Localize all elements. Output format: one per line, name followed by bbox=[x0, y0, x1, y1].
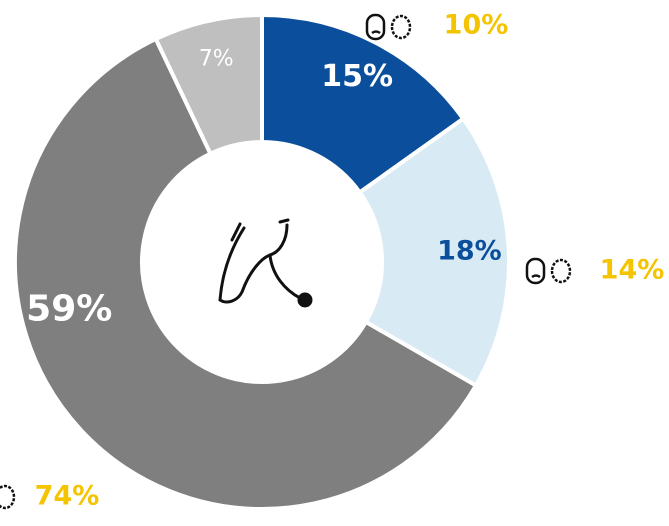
donut-slice bbox=[356, 115, 511, 389]
stethoscope-icon bbox=[218, 218, 313, 308]
value-label: 7% bbox=[199, 46, 234, 71]
annotation: 14% bbox=[600, 255, 665, 286]
annotation: 74% bbox=[35, 481, 100, 512]
donut-slice bbox=[260, 12, 466, 196]
donut-slice bbox=[13, 36, 479, 511]
people-icon bbox=[0, 13, 572, 510]
donut bbox=[13, 12, 511, 511]
value-label: 18% bbox=[437, 236, 502, 267]
annotation: 10% bbox=[444, 10, 509, 41]
value-label: 15% bbox=[321, 59, 393, 94]
value-label: 59% bbox=[26, 288, 112, 329]
donut-slice bbox=[153, 12, 264, 157]
